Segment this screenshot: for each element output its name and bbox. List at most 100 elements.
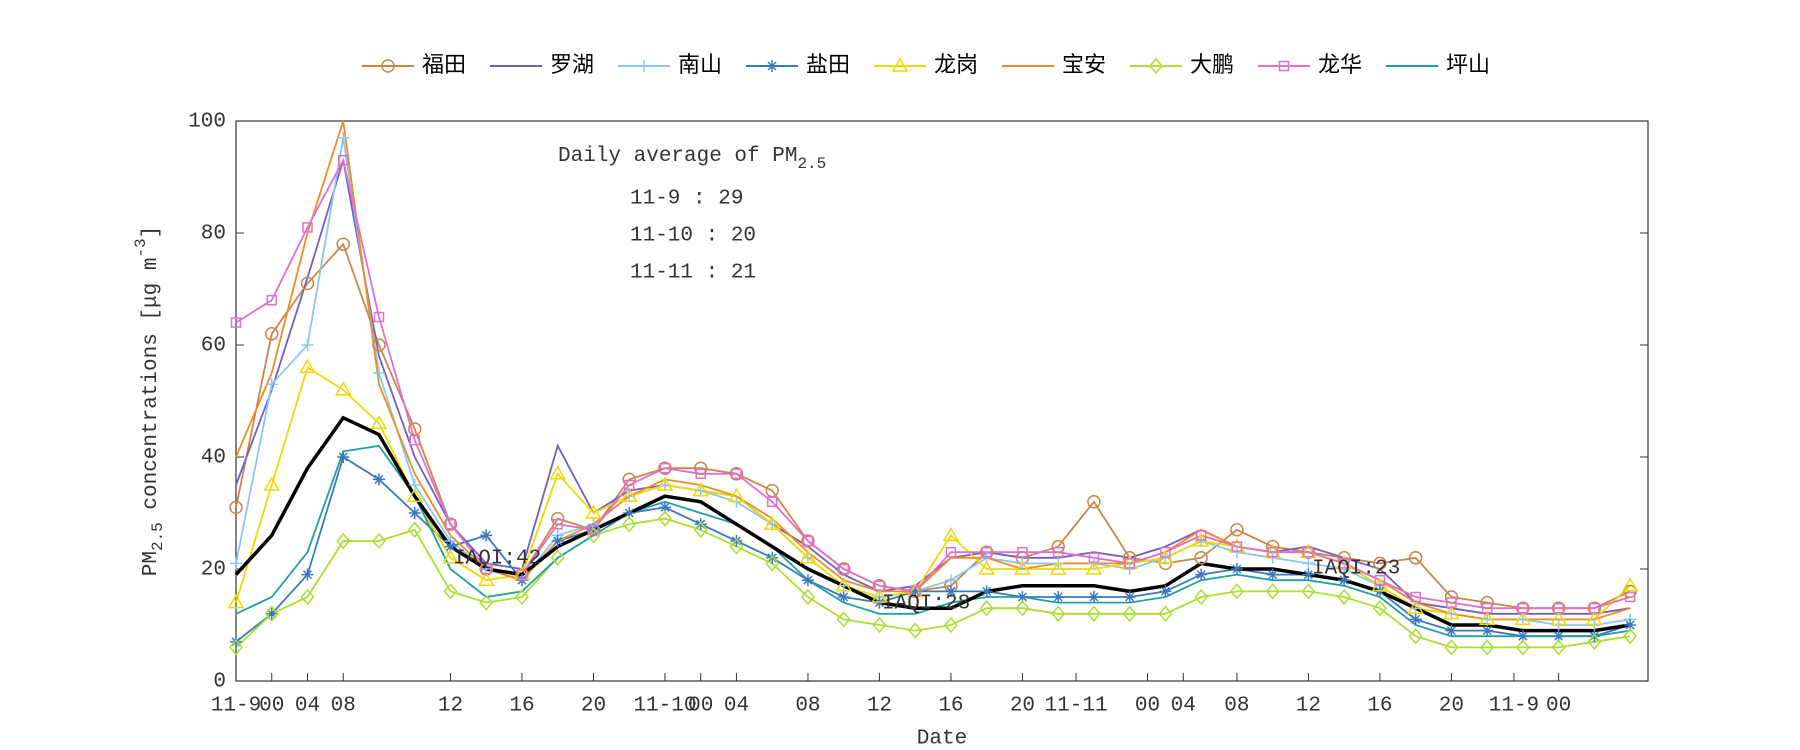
legend-label: 龙华 [1318, 53, 1362, 78]
marker [694, 518, 707, 531]
x-tick-label: 04 [1171, 695, 1196, 718]
marker [1051, 605, 1066, 622]
marker [1195, 530, 1207, 541]
marker [337, 451, 350, 463]
marker [1229, 583, 1244, 600]
marker [944, 574, 957, 587]
x-tick-label: 20 [581, 695, 606, 718]
marker [943, 616, 958, 634]
marker [514, 588, 529, 606]
marker [1481, 624, 1494, 637]
annotation: 11-9 : 29 [630, 188, 743, 211]
marker [693, 461, 708, 475]
marker [1409, 613, 1422, 626]
x-tick-label: 08 [331, 695, 356, 718]
marker [1621, 577, 1639, 592]
marker [766, 496, 778, 508]
marker [299, 358, 316, 374]
y-tick-label: 40 [201, 447, 226, 470]
marker [1267, 546, 1278, 558]
marker [1302, 557, 1315, 570]
marker [1017, 546, 1028, 558]
marker [1302, 568, 1315, 581]
legend: 福田 罗湖 南山 盐田 龙岗 宝安 大鹏 龙华 坪山 [362, 53, 1490, 78]
marker [229, 500, 243, 515]
marker [445, 518, 456, 530]
marker [800, 588, 815, 606]
marker [372, 473, 385, 486]
marker [1514, 610, 1532, 626]
annotation: 11-11 : 21 [630, 262, 756, 285]
marker [373, 311, 385, 323]
marker [1551, 639, 1566, 656]
marker [1337, 588, 1352, 606]
marker [728, 487, 745, 502]
marker [550, 511, 565, 526]
marker [1372, 600, 1387, 617]
legend-label: 福田 [422, 53, 466, 78]
marker [1088, 552, 1100, 564]
iaqi-label: IAQI:23 [1312, 558, 1400, 581]
marker [838, 563, 849, 575]
x-tick-label: 04 [295, 695, 320, 718]
marker [1553, 602, 1564, 614]
marker [266, 294, 277, 306]
series-line [235, 159, 1631, 615]
marker [658, 501, 671, 514]
marker [1158, 605, 1173, 622]
x-tick-label: 04 [724, 695, 749, 718]
marker [1052, 546, 1064, 558]
y-label-part: concentrations [μg m [140, 258, 163, 523]
legend-label: 盐田 [806, 53, 850, 78]
marker [1410, 591, 1421, 603]
marker [585, 504, 602, 519]
legend-label: 坪山 [1446, 53, 1490, 78]
y-axis-label: PM2.5 concentrations [μg m-3] [132, 226, 167, 577]
legend-label: 龙岗 [934, 53, 978, 78]
marker [264, 327, 279, 341]
marker [551, 535, 564, 547]
x-tick-label: 08 [1224, 695, 1249, 718]
annotation: 11-10 : 20 [630, 225, 756, 248]
x-tick-label: 00 [259, 695, 284, 718]
marker [1624, 591, 1636, 603]
marker [587, 523, 600, 536]
y-tick-label: 80 [201, 223, 226, 246]
marker [1550, 610, 1567, 626]
marker [1301, 583, 1316, 600]
marker [372, 338, 386, 352]
marker [1266, 568, 1279, 581]
marker [230, 635, 242, 648]
marker [1481, 602, 1493, 614]
plot-frame [235, 120, 1649, 682]
marker [1373, 556, 1387, 571]
marker [1265, 583, 1280, 600]
marker [622, 516, 637, 533]
marker [1408, 628, 1423, 645]
marker [479, 594, 494, 611]
marker [766, 60, 778, 72]
marker [1278, 60, 1290, 72]
legend-label: 宝安 [1062, 53, 1106, 78]
series-line [235, 366, 1631, 621]
marker [1408, 551, 1423, 565]
y-tick-label: 100 [188, 111, 226, 134]
y-tick-label: 0 [213, 671, 226, 694]
marker [264, 605, 279, 622]
x-tick-label: 12 [438, 695, 463, 718]
marker [1587, 601, 1602, 615]
marker [1480, 595, 1494, 610]
marker [1338, 558, 1350, 569]
annotation-title: Daily average of PM2.5 [558, 145, 826, 174]
marker [300, 588, 315, 606]
marker [1087, 495, 1101, 509]
y-tick-label: 60 [201, 335, 226, 358]
marker [909, 585, 922, 598]
marker [1086, 605, 1101, 622]
marker [942, 526, 960, 542]
marker [1122, 605, 1137, 622]
x-tick-label: 11-9 [211, 695, 261, 718]
marker [230, 317, 242, 328]
marker [1231, 541, 1243, 552]
marker [265, 607, 278, 620]
